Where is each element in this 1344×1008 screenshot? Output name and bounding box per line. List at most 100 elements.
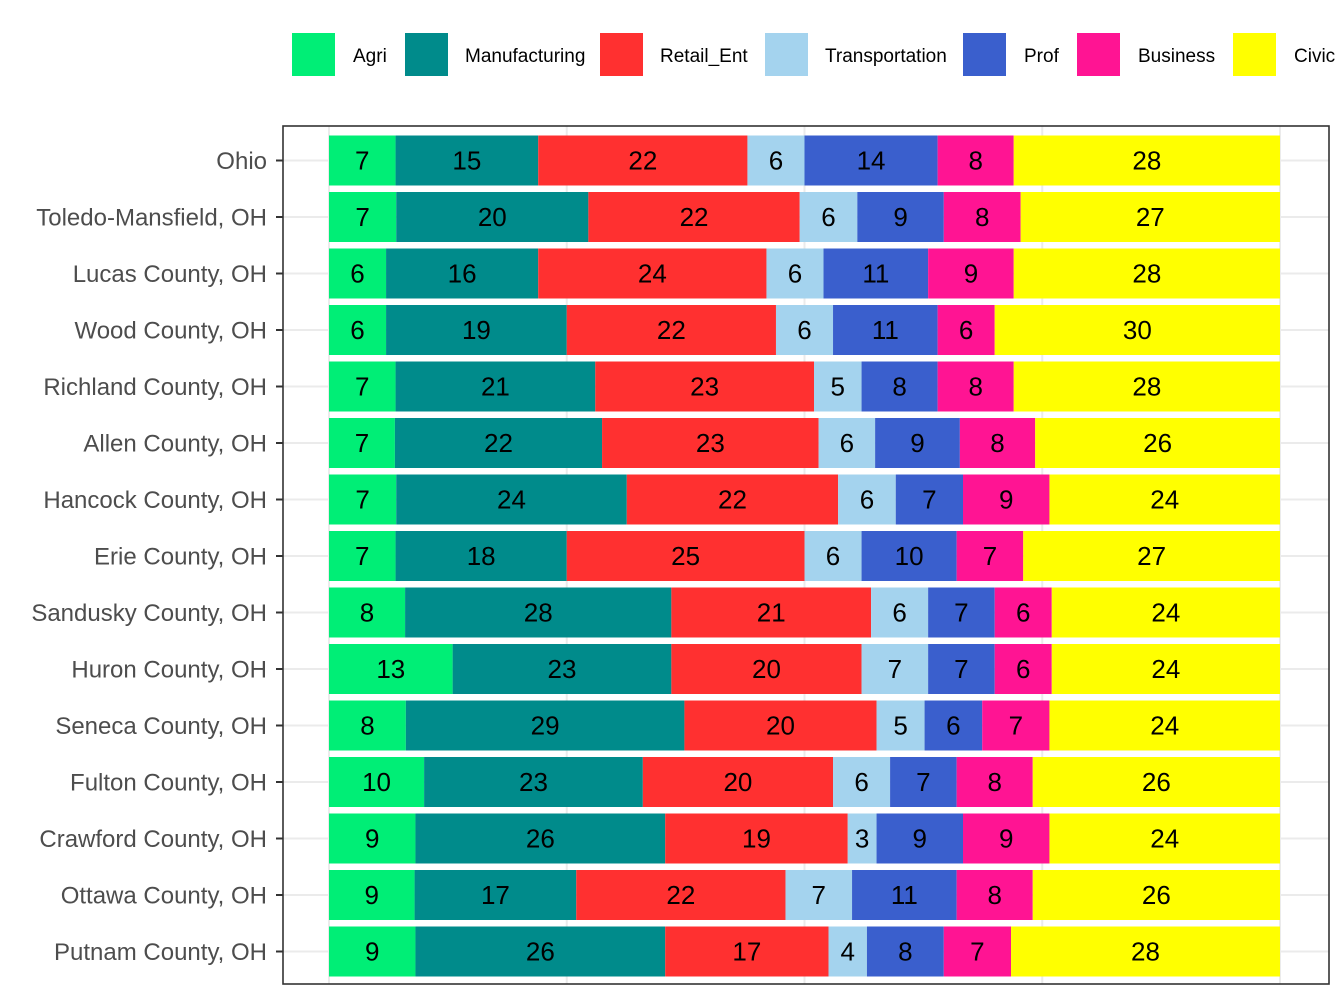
legend-label-prof: Prof (1024, 46, 1060, 67)
bar-segment-manufacturing (415, 813, 666, 864)
bar-row-huron-county-oh (329, 644, 1280, 694)
bar-segment-civic (994, 305, 1280, 355)
data-label-transportation: 5 (831, 372, 845, 402)
bar-segment-civic (1051, 644, 1280, 694)
bar-row-hancock-county-oh (329, 474, 1280, 525)
bar-segment-transportation (847, 813, 877, 864)
bar-row-ohio (329, 135, 1280, 186)
data-label-civic: 27 (1136, 202, 1165, 232)
legend-item-agri: Agri (292, 33, 387, 76)
data-label-agri: 7 (355, 485, 369, 515)
data-label-transportation: 6 (769, 146, 783, 176)
legend-item-manufacturing: Manufacturing (405, 33, 585, 76)
bar-segment-civic (1011, 926, 1280, 977)
bar-segment-business (963, 813, 1050, 864)
bars (329, 135, 1280, 977)
bar-segment-retail-ent (538, 135, 748, 186)
data-label-agri: 9 (365, 937, 379, 967)
bar-segment-manufacturing (414, 870, 577, 920)
data-label-prof: 7 (922, 485, 936, 515)
data-label-manufacturing: 15 (452, 146, 481, 176)
data-label-prof: 9 (913, 824, 927, 854)
bar-segment-agri (329, 135, 396, 186)
bar-row-fulton-county-oh (329, 757, 1280, 807)
bar-segment-transportation (775, 305, 834, 355)
data-label-manufacturing: 24 (497, 485, 526, 515)
bar-segment-retail-ent (642, 757, 834, 807)
bar-segment-agri (329, 644, 453, 694)
bar-segment-civic (1049, 474, 1280, 525)
data-label-retail-ent: 23 (696, 428, 725, 458)
legend-label-transportation: Transportation (825, 46, 947, 67)
bar-segment-prof (861, 531, 957, 581)
data-label-prof: 10 (895, 541, 924, 571)
legend-item-retail-ent: Retail_Ent (600, 33, 748, 76)
legend-label-agri: Agri (353, 46, 387, 67)
bar-segment-prof (833, 305, 938, 355)
bar-segment-retail-ent (671, 644, 862, 694)
data-label-prof: 7 (954, 654, 968, 684)
data-label-business: 6 (1016, 654, 1030, 684)
data-label-manufacturing: 17 (481, 880, 510, 910)
y-tick-label: Putnam County, OH (54, 939, 267, 966)
y-tick-label: Sandusky County, OH (31, 600, 267, 627)
data-label-retail-ent: 25 (671, 541, 700, 571)
bar-segment-manufacturing (452, 644, 672, 694)
bar-segment-business (956, 531, 1024, 581)
bar-segment-agri (329, 418, 395, 468)
legend-key-civic (1233, 33, 1276, 76)
bar-segment-agri (329, 192, 397, 242)
data-label-agri: 13 (376, 654, 405, 684)
bar-segment-civic (1013, 361, 1280, 412)
bar-segment-manufacturing (415, 926, 666, 977)
data-label-business: 8 (968, 146, 982, 176)
data-label-business: 8 (975, 202, 989, 232)
bar-segment-civic (1049, 700, 1280, 751)
data-label-retail-ent: 23 (690, 372, 719, 402)
data-label-prof: 8 (898, 937, 912, 967)
data-label-business: 8 (990, 428, 1004, 458)
data-label-manufacturing: 23 (519, 767, 548, 797)
bar-segment-retail-ent (566, 531, 805, 581)
bar-segment-business (943, 192, 1021, 242)
bar-segment-manufacturing (424, 757, 643, 807)
bar-row-putnam-county-oh (329, 926, 1280, 977)
y-tick-label: Crawford County, OH (39, 826, 267, 853)
data-label-agri: 6 (350, 315, 364, 345)
legend-key-retail-ent (600, 33, 643, 76)
bar-segment-business (956, 870, 1033, 920)
bar-segment-retail-ent (684, 700, 877, 751)
y-axis: Ohio Toledo-Mansfield, OH Lucas County, OH… (31, 148, 283, 966)
bar-segment-agri (329, 813, 416, 864)
bar-segment-civic (1013, 248, 1280, 299)
bar-segment-manufacturing (396, 192, 589, 242)
bar-row-erie-county-oh (329, 531, 1280, 581)
data-label-civic: 27 (1137, 541, 1166, 571)
data-label-agri: 9 (365, 824, 379, 854)
data-label-civic: 28 (1132, 146, 1161, 176)
bar-segment-manufacturing (395, 361, 596, 412)
bar-row-wood-county-oh (329, 305, 1280, 355)
data-label-retail-ent: 20 (752, 654, 781, 684)
data-label-business: 9 (964, 259, 978, 289)
data-label-retail-ent: 22 (666, 880, 695, 910)
bar-segment-agri (329, 531, 396, 581)
bar-segment-business (994, 644, 1052, 694)
bar-segment-business (963, 474, 1050, 525)
data-label-business: 8 (968, 372, 982, 402)
data-label-transportation: 6 (826, 541, 840, 571)
data-label-retail-ent: 20 (766, 711, 795, 741)
data-label-agri: 8 (360, 598, 374, 628)
bar-segment-transportation (818, 418, 876, 468)
bar-segment-retail-ent (588, 192, 800, 242)
legend-label-retail-ent: Retail_Ent (660, 46, 748, 67)
data-label-business: 7 (983, 541, 997, 571)
bar-segment-retail-ent (576, 870, 786, 920)
data-label-business: 7 (970, 937, 984, 967)
bar-segment-prof (861, 361, 938, 412)
bar-segment-manufacturing (395, 531, 567, 581)
bar-segment-prof (924, 700, 983, 751)
bar-segment-business (943, 926, 1012, 977)
y-tick-label: Seneca County, OH (55, 713, 267, 740)
bar-segment-manufacturing (405, 700, 685, 751)
